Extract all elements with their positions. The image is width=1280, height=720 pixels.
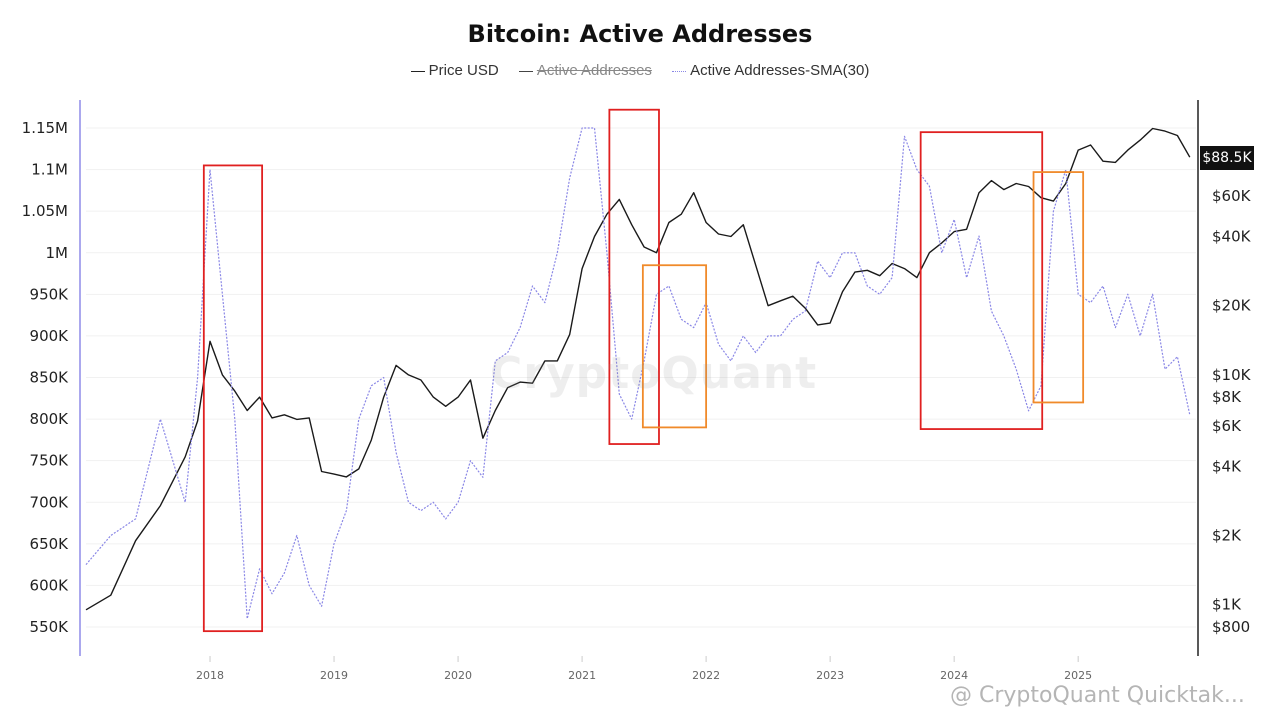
y-left-tick-label: 1M <box>46 244 69 262</box>
y-right-tick-label: $6K <box>1212 417 1242 435</box>
y-left-tick-label: 600K <box>30 576 70 594</box>
y-right-tick-label: $60K <box>1212 187 1252 205</box>
y-right-tick-label: $800 <box>1212 618 1250 636</box>
red-highlight-box <box>608 108 660 445</box>
y-right-tick-label: $10K <box>1212 366 1252 384</box>
y-right-tick-label: $4K <box>1212 457 1242 475</box>
y-left-tick-label: 700K <box>30 493 70 511</box>
chart-title: Bitcoin: Active Addresses <box>467 20 813 48</box>
y-left-tick-label: 750K <box>30 452 70 470</box>
x-tick-label: 2023 <box>816 669 844 682</box>
orange-highlight-box <box>641 264 708 429</box>
y-left-tick-label: 1.15M <box>22 119 68 137</box>
price-usd-line <box>85 127 1191 611</box>
y-right-tick-label: $8K <box>1212 388 1242 406</box>
y-right-tick-label: $20K <box>1212 297 1252 315</box>
active-addresses-sma-line <box>85 127 1191 620</box>
legend-label-sma: Active Addresses-SMA(30) <box>690 62 870 79</box>
y-right-tick-label: $2K <box>1212 527 1242 545</box>
y-left-tick-label: 1.05M <box>22 202 68 220</box>
y-left-tick-label: 800K <box>30 410 70 428</box>
legend-label-price: Price USD <box>428 62 499 79</box>
legend-item-price[interactable]: Price USD <box>410 62 499 79</box>
x-tick-label: 2024 <box>940 669 968 682</box>
chart-legend: Price USD Active Addresses Active Addres… <box>0 62 1280 79</box>
current-price-badge: $88.5K <box>1200 146 1254 170</box>
y-left-tick-label: 650K <box>30 535 70 553</box>
grid <box>86 127 1196 628</box>
y-left-tick-label: 950K <box>30 285 70 303</box>
x-tick-label: 2019 <box>320 669 348 682</box>
x-axis-ticks: 2018 2019 2020 2021 2022 2023 2024 2025 <box>196 656 1092 682</box>
x-tick-label: 2020 <box>444 669 472 682</box>
legend-item-sma[interactable]: Active Addresses-SMA(30) <box>672 62 869 79</box>
x-tick-label: 2022 <box>692 669 720 682</box>
annotation-boxes <box>202 108 1085 633</box>
series <box>85 127 1191 620</box>
x-tick-label: 2021 <box>568 669 596 682</box>
red-highlight-box <box>202 164 264 633</box>
legend-swatch-active-addresses <box>518 70 533 72</box>
y-left-tick-label: 850K <box>30 369 70 387</box>
left-axis-ticks: 1.15M 1.1M 1.05M 1M 950K 900K 850K 800K 750K 700K… <box>22 119 70 636</box>
y-left-tick-label: 900K <box>30 327 70 345</box>
y-left-tick-label: 550K <box>30 618 70 636</box>
right-axis-ticks: $60K $40K $20K $10K $8K $6K $4K $2K $1K $800 <box>1212 187 1252 636</box>
y-right-tick-label: $1K <box>1212 596 1242 614</box>
x-tick-label: 2025 <box>1064 669 1092 682</box>
legend-label-active-addresses: Active Addresses <box>536 62 652 79</box>
orange-highlight-box <box>1032 171 1085 404</box>
y-left-tick-label: 1.1M <box>31 161 68 179</box>
legend-item-active-addresses[interactable]: Active Addresses <box>518 62 652 79</box>
red-highlight-box <box>919 131 1044 430</box>
x-tick-label: 2018 <box>196 669 224 682</box>
legend-swatch-price <box>410 70 425 72</box>
legend-swatch-sma <box>672 70 687 72</box>
y-right-tick-label: $40K <box>1212 227 1252 245</box>
watermark: CryptoQuant <box>490 348 818 399</box>
footer-watermark: @ CryptoQuant Quicktak... <box>950 683 1245 708</box>
